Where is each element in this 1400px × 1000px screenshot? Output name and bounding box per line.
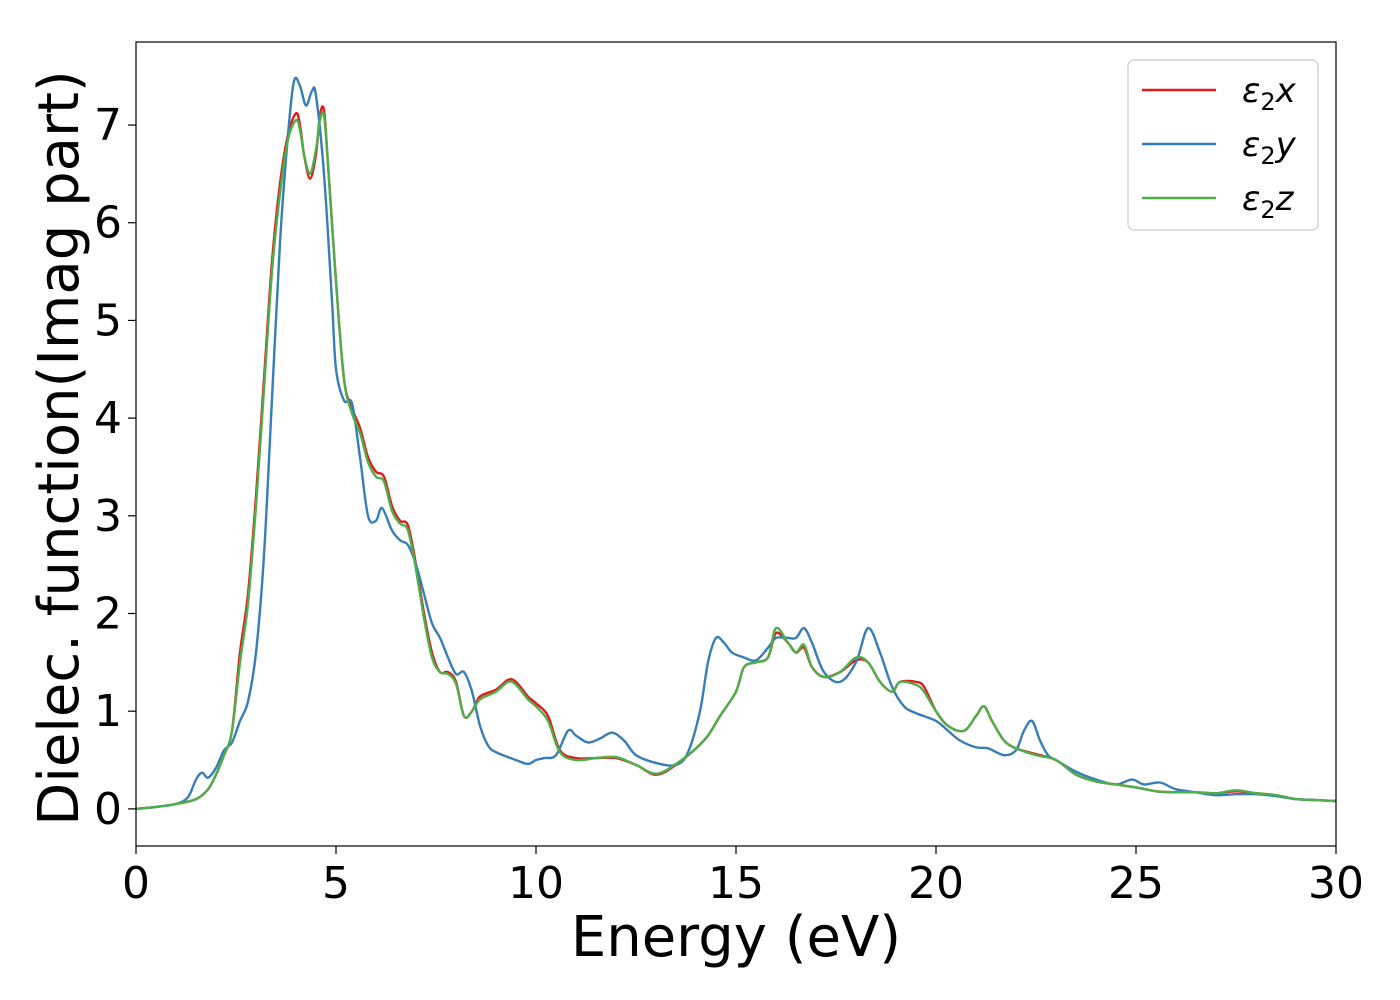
legend-box xyxy=(1127,59,1319,231)
y-tick-label: 7 xyxy=(94,100,122,151)
x-tick-label: 20 xyxy=(908,858,964,909)
legend-label: ε2y xyxy=(1242,125,1297,170)
legend-label: ε2z xyxy=(1242,179,1295,224)
y-tick-label: 3 xyxy=(94,491,122,542)
x-tick-label: 15 xyxy=(708,858,764,909)
x-tick-label: 10 xyxy=(508,858,564,909)
series-line-z xyxy=(135,110,1337,811)
y-tick-label: 2 xyxy=(94,588,122,639)
series-layer xyxy=(135,76,1337,811)
x-axis-ticks: 0 5 10 15 20 25 30 xyxy=(122,846,1364,909)
legend-label: ε2x xyxy=(1242,71,1297,116)
y-axis-ticks: 0 1 2 3 4 5 6 7 xyxy=(94,100,136,835)
x-tick-label: 25 xyxy=(1108,858,1164,909)
legend: ε2x ε2y ε2z xyxy=(1127,59,1319,231)
y-tick-label: 4 xyxy=(94,393,122,444)
y-tick-label: 1 xyxy=(94,686,122,737)
y-axis-title: Dielec. function(Imag part) xyxy=(27,70,92,826)
x-axis-title: Energy (eV) xyxy=(571,905,901,970)
series-line-y xyxy=(135,76,1337,811)
x-tick-label: 5 xyxy=(322,858,350,909)
y-tick-label: 5 xyxy=(94,295,122,346)
y-tick-label: 0 xyxy=(94,784,122,835)
x-tick-label: 0 xyxy=(122,858,150,909)
y-tick-label: 6 xyxy=(94,198,122,249)
x-tick-label: 30 xyxy=(1308,858,1364,909)
